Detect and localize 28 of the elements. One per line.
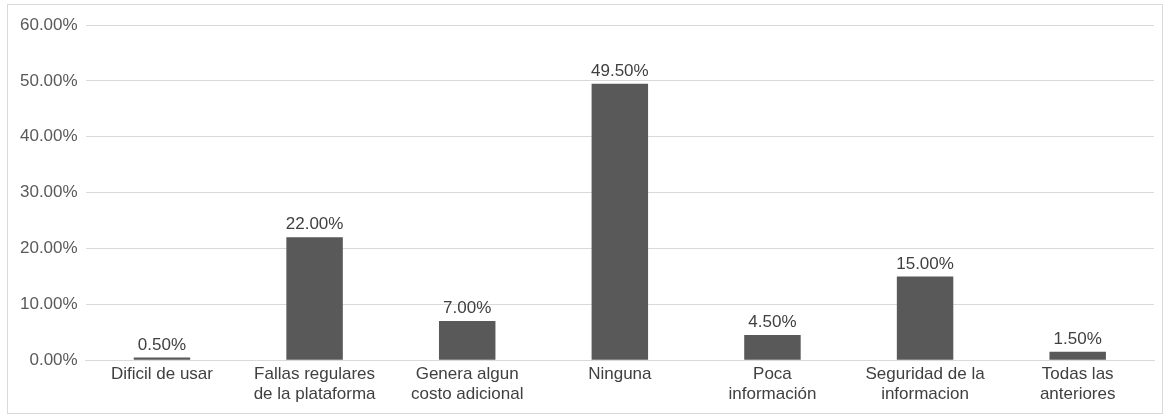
bar (286, 237, 343, 360)
y-tick-label: 40.00% (19, 126, 78, 146)
data-label: 0.50% (137, 334, 187, 354)
data-label: 1.50% (1053, 329, 1102, 349)
x-tick-label: Todas las anteriores (1039, 364, 1116, 404)
x-tick-label: Poca información (728, 364, 817, 404)
bar (591, 83, 649, 360)
bar (896, 276, 954, 360)
bar (438, 321, 496, 360)
data-label: 49.50% (590, 60, 649, 80)
x-tick-label: Fallas regulares de la plataforma (253, 364, 377, 404)
y-tick-label: 30.00% (19, 182, 78, 202)
data-label: 22.00% (285, 214, 344, 234)
y-tick-label: 60.00% (19, 14, 78, 34)
data-label: 4.50% (748, 312, 797, 332)
x-tick-label: Seguridad de la informacion (865, 364, 986, 404)
y-tick-label: 50.00% (19, 70, 78, 90)
y-tick-label: 20.00% (19, 238, 78, 258)
data-label: 7.00% (443, 298, 492, 318)
x-tick-label: Dificil de usar (110, 364, 214, 384)
x-tick-label: Genera algun costo adicional (410, 364, 524, 404)
y-tick-label: 0.00% (29, 349, 78, 369)
bar (133, 357, 191, 360)
data-label: 15.00% (896, 253, 954, 273)
bar (744, 335, 801, 360)
bar (1049, 351, 1106, 360)
y-tick-label: 10.00% (19, 294, 78, 314)
x-tick-label: Ninguna (588, 364, 653, 384)
